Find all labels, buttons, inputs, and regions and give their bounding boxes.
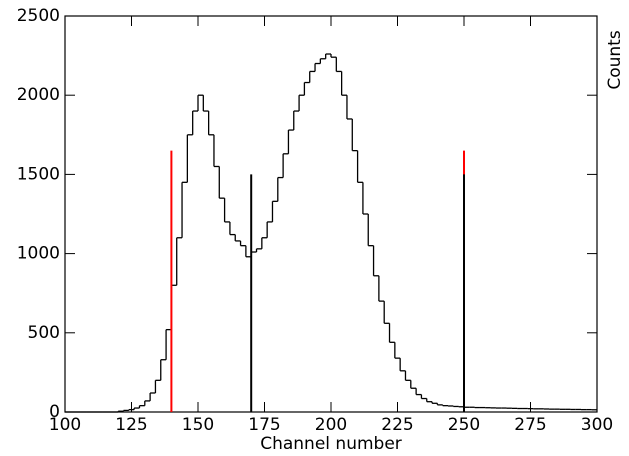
- y-tick-label: 1500: [17, 164, 60, 184]
- x-tick-label: 125: [115, 415, 147, 435]
- x-tick-label: 250: [448, 415, 480, 435]
- frame: [64, 15, 598, 413]
- y-tick-label: 1000: [17, 244, 60, 264]
- x-tick-label: 275: [514, 415, 546, 435]
- y-tick-label: 2500: [17, 6, 60, 26]
- x-tick-label: 300: [581, 415, 613, 435]
- x-tick-label: 225: [381, 415, 413, 435]
- x-axis-label: Channel number: [260, 434, 402, 454]
- x-tick-label: 200: [315, 415, 347, 435]
- x-tick-label: 150: [182, 415, 214, 435]
- x-tick-label: 175: [248, 415, 280, 435]
- y-tick-label: 0: [49, 402, 60, 422]
- x-tick-label: 100: [49, 415, 81, 435]
- y-tick-label: 500: [28, 323, 60, 343]
- y-axis-label: Counts: [605, 30, 625, 89]
- y-tick-label: 2000: [17, 85, 60, 105]
